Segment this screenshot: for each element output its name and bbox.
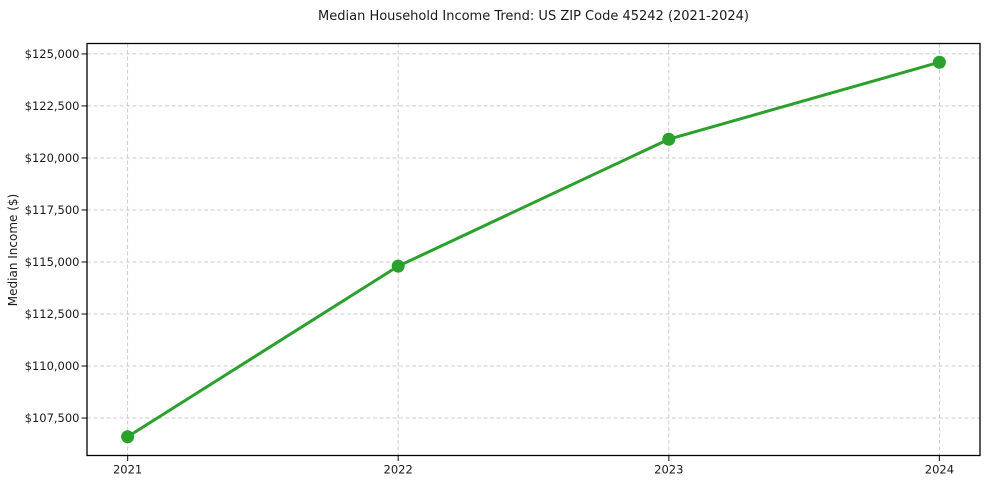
data-point (662, 132, 676, 146)
x-tick-label: 2023 (654, 463, 683, 477)
y-tick-label: $112,500 (25, 307, 80, 321)
chart-title: Median Household Income Trend: US ZIP Co… (318, 9, 749, 24)
axes-spines (86, 42, 981, 457)
y-tick-label: $117,500 (25, 203, 80, 217)
y-tick-label: $107,500 (25, 411, 80, 425)
x-tick-label: 2021 (113, 463, 142, 477)
y-tick-label: $110,000 (25, 359, 80, 373)
data-point (932, 55, 946, 69)
data-point (121, 430, 135, 444)
data-point (391, 259, 405, 273)
y-tick-label: $120,000 (25, 151, 80, 165)
y-tick-label: $115,000 (25, 255, 80, 269)
y-tick-label: $125,000 (25, 47, 80, 61)
y-tick-label: $122,500 (25, 99, 80, 113)
x-tick-label: 2022 (384, 463, 413, 477)
x-tick-label: 2024 (925, 463, 954, 477)
trend-line (126, 60, 941, 439)
